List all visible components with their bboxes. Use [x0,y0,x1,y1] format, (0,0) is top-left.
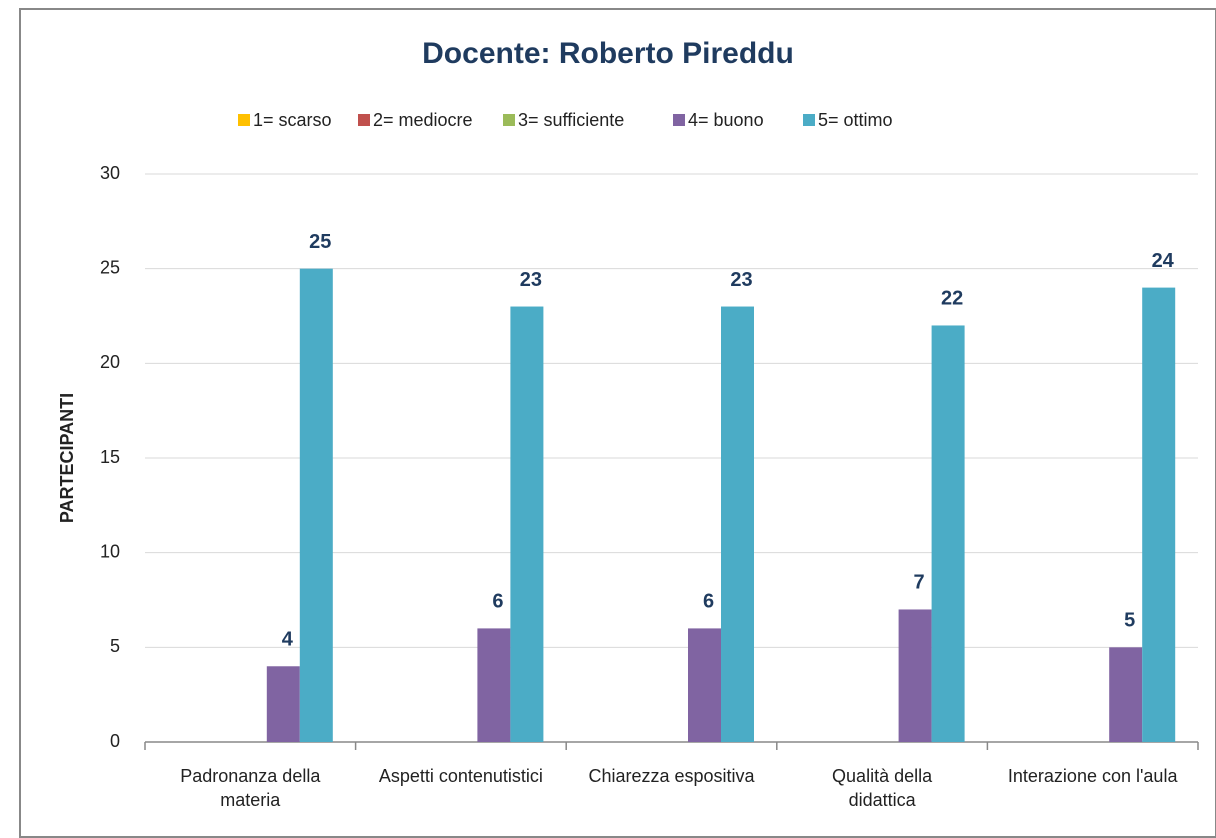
data-label: 6 [703,591,714,613]
y-tick-label: 25 [100,257,120,277]
chart-border [19,8,1216,838]
y-tick-label: 15 [100,447,120,467]
bar [477,628,511,742]
legend-swatch [358,114,370,126]
y-axis-label: PARTECIPANTI [57,393,77,523]
chart-title: Docente: Roberto Pireddu [422,37,794,70]
data-label: 25 [309,231,331,253]
x-tick-label: Interazione con l'aula [1007,766,1178,786]
bar [510,306,544,742]
legend-label: 4= buono [688,110,764,130]
bar [898,609,932,742]
legend-swatch [803,114,815,126]
data-label: 22 [941,288,963,310]
y-tick-label: 20 [100,352,120,372]
bar [721,306,754,742]
y-tick-label: 10 [100,541,120,561]
bar [688,628,721,742]
legend-label: 2= mediocre [373,110,473,130]
y-tick-label: 0 [110,731,120,751]
legend-label: 1= scarso [253,110,332,130]
x-tick-label: Aspetti contenutistici [378,766,543,786]
x-tick-label: Qualità della didattica [832,766,933,810]
data-label: 7 [914,572,925,594]
data-label: 6 [492,591,503,613]
bar [1109,647,1143,742]
x-tick-label: Padronanza della materia [180,766,321,810]
x-tick-label: Chiarezza espositiva [588,766,755,786]
legend-label: 5= ottimo [818,110,893,130]
data-label: 23 [730,269,752,291]
bar [266,666,300,742]
bar [1142,287,1176,742]
legend-swatch [503,114,515,126]
bar [299,268,333,742]
data-label: 5 [1124,610,1135,632]
y-tick-label: 5 [110,636,120,656]
legend-label: 3= sufficiente [518,110,624,130]
y-tick-label: 30 [100,163,120,183]
legend-swatch [673,114,685,126]
bar [931,325,965,742]
legend-swatch [238,114,250,126]
data-label: 4 [282,629,294,651]
data-label: 24 [1152,250,1175,272]
data-label: 23 [520,269,542,291]
